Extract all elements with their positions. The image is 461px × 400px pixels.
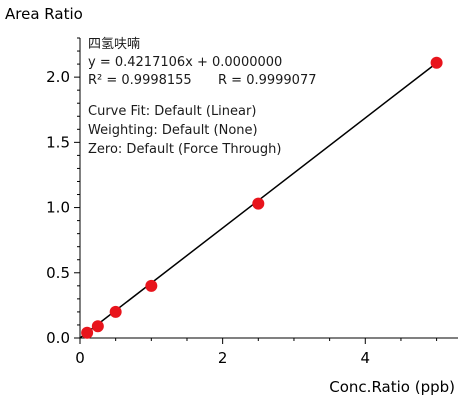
- r-squared-text: R² = 0.9998155: [88, 73, 192, 88]
- r-value-text: R = 0.9999077: [218, 73, 317, 88]
- zero-text: Zero: Default (Force Through): [88, 142, 281, 157]
- compound-name: 四氢呋喃: [88, 37, 140, 52]
- y-tick-label: 2.0: [46, 68, 70, 86]
- marks-group: [79, 56, 443, 339]
- data-point: [91, 320, 104, 333]
- x-tick-label: 0: [75, 349, 85, 367]
- x-tick-label: 4: [361, 349, 371, 367]
- y-tick-label: 0.0: [46, 329, 70, 347]
- x-tick-label: 2: [218, 349, 228, 367]
- annotation-block: 四氢呋喃 y = 0.4217106x + 0.0000000 R² = 0.9…: [88, 37, 317, 157]
- x-axis-title: Conc.Ratio (ppb): [329, 378, 455, 396]
- axes-group: [79, 38, 458, 339]
- curve-fit-text: Curve Fit: Default (Linear): [88, 104, 256, 119]
- y-axis-title: Area Ratio: [5, 5, 83, 23]
- ticks-group: 0.0 0.5 1.0 1.5 2.0 0 2 4: [46, 37, 438, 367]
- data-point: [109, 305, 122, 318]
- weighting-text: Weighting: Default (None): [88, 123, 258, 138]
- equation-text: y = 0.4217106x + 0.0000000: [88, 55, 282, 70]
- y-tick-label: 1.5: [46, 133, 70, 151]
- data-point: [252, 197, 265, 210]
- y-tick-label: 1.0: [46, 199, 70, 217]
- data-point: [430, 56, 443, 69]
- data-point: [145, 279, 158, 292]
- y-tick-label: 0.5: [46, 264, 70, 282]
- data-point: [81, 326, 94, 339]
